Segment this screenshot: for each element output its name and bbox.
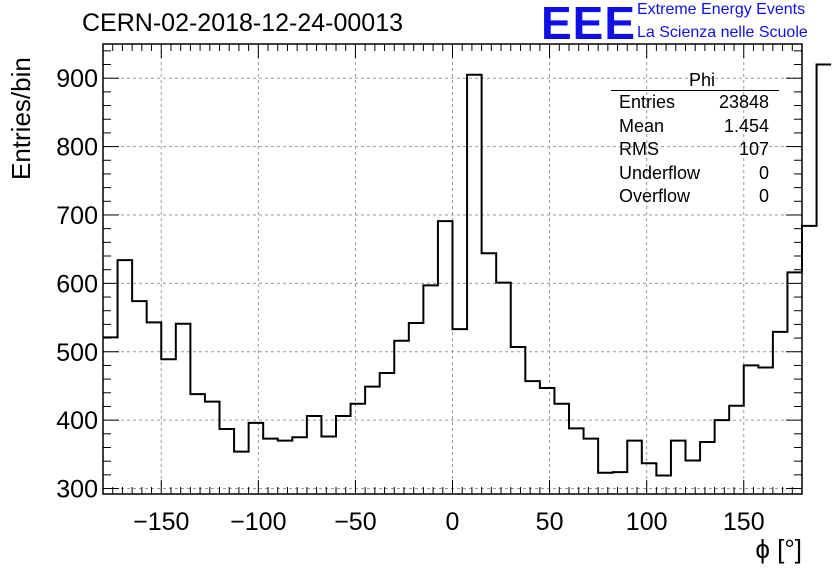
stats-label: Mean: [619, 115, 665, 136]
stats-value: 0: [758, 186, 769, 206]
logo-line-2: La Scienza nelle Scuole: [637, 24, 808, 41]
x-axis-label: ϕ [°]: [755, 534, 802, 564]
stats-box-title: Phi: [611, 70, 779, 91]
x-tick-label: 0: [446, 508, 460, 536]
y-tick-label: 300: [56, 476, 98, 504]
y-tick-label: 500: [56, 339, 98, 367]
stats-value: 1.454: [723, 115, 769, 136]
stats-box: Phi Entries 23848 Mean 1.454 RMS 107 Und…: [611, 70, 779, 209]
x-tick-label: −100: [230, 508, 286, 536]
stats-row-entries: Entries 23848: [611, 91, 779, 115]
histogram-line: [103, 63, 832, 477]
stats-value: 23848: [718, 92, 769, 112]
x-tick-label: 100: [626, 508, 668, 536]
stats-value: 0: [758, 162, 769, 183]
y-tick-label: 600: [56, 270, 98, 298]
y-tick-label: 400: [56, 407, 98, 435]
x-tick-label: −50: [334, 508, 376, 536]
x-tick-label: 50: [536, 508, 564, 536]
stats-row-underflow: Underflow 0: [611, 162, 779, 186]
stats-label: Overflow: [619, 186, 691, 206]
stats-label: RMS: [619, 139, 659, 159]
stats-row-mean: Mean 1.454: [611, 115, 779, 139]
stats-label: Entries: [619, 92, 676, 112]
chart-title: CERN-02-2018-12-24-00013: [82, 9, 404, 37]
stats-label: Underflow: [619, 162, 701, 183]
stats-value: 107: [738, 139, 769, 159]
y-tick-label: 900: [56, 65, 98, 93]
y-tick-label: 800: [56, 134, 98, 162]
eee-logo: EEE: [541, 0, 637, 49]
x-tick-label: 150: [723, 508, 765, 536]
stats-row-rms: RMS 107: [611, 138, 779, 162]
x-tick-label: −150: [133, 508, 189, 536]
logo-line-1: Extreme Energy Events: [637, 1, 806, 18]
stats-row-overflow: Overflow 0: [611, 185, 779, 209]
y-axis-label: Entries/bin: [6, 57, 36, 180]
y-tick-label: 700: [56, 202, 98, 230]
